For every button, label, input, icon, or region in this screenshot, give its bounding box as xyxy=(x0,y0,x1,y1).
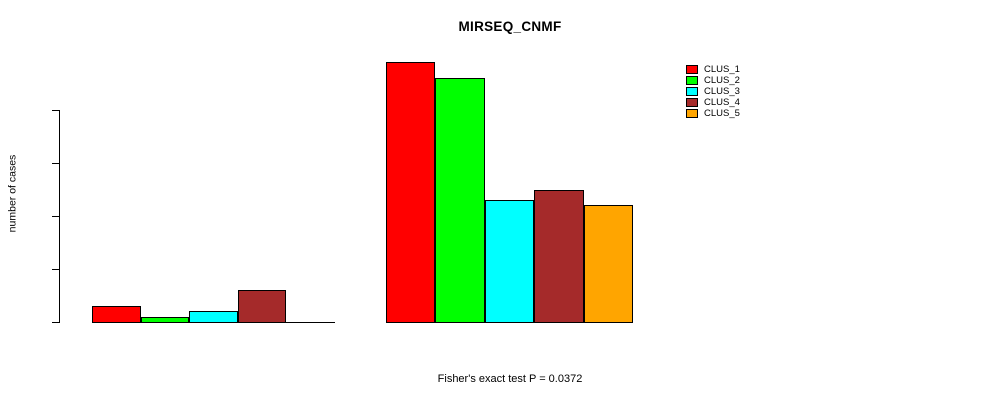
bar-value-label xyxy=(435,326,484,338)
y-axis-tick xyxy=(52,216,59,217)
group-baseline xyxy=(92,322,335,323)
bar-value-label xyxy=(386,326,435,338)
y-axis-tick-label xyxy=(34,310,46,334)
group-baseline xyxy=(386,322,633,323)
legend-label: CLUS_5 xyxy=(704,108,740,119)
legend: CLUS_1 CLUS_2 CLUS_3 CLUS_4 CLUS_5 xyxy=(686,64,740,119)
legend-row: CLUS_3 xyxy=(686,86,740,97)
bar-clus_3 xyxy=(484,200,535,323)
group-label xyxy=(366,344,653,358)
legend-row: CLUS_2 xyxy=(686,75,740,86)
bar-value-label xyxy=(485,326,534,338)
legend-label: CLUS_4 xyxy=(704,97,740,108)
bar-value-label xyxy=(92,326,141,338)
legend-label: CLUS_3 xyxy=(704,86,740,97)
legend-swatch-icon xyxy=(686,87,698,96)
bar-value-label xyxy=(238,326,287,338)
chart-title: MIRSEQ_CNMF xyxy=(458,19,562,34)
y-axis-tick-label xyxy=(34,257,46,281)
fisher-test-annotation: Fisher's exact test P = 0.0372 xyxy=(437,373,583,385)
legend-label: CLUS_1 xyxy=(704,64,740,75)
bar-clus_5 xyxy=(583,205,633,323)
y-axis-tick-label xyxy=(34,151,46,175)
y-axis-tick-label xyxy=(34,204,46,228)
bar-clus_2 xyxy=(435,78,485,323)
y-axis-tick xyxy=(52,322,59,323)
y-axis-tick xyxy=(52,163,59,164)
bar-value-label xyxy=(189,326,238,338)
legend-row: CLUS_4 xyxy=(686,97,740,108)
bar-clus_1 xyxy=(386,62,436,323)
bar-clus_4 xyxy=(534,189,584,323)
legend-swatch-icon xyxy=(686,76,698,85)
y-axis-tick-label xyxy=(34,98,46,122)
bar-value-label xyxy=(534,326,583,338)
legend-swatch-icon xyxy=(686,65,698,74)
legend-swatch-icon xyxy=(686,109,698,118)
bar-clus_4 xyxy=(237,290,287,323)
bar-clus_1 xyxy=(92,306,141,323)
bar-value-label xyxy=(141,326,190,338)
bar-value-label xyxy=(584,326,633,338)
group-label xyxy=(72,344,355,358)
legend-row: CLUS_1 xyxy=(686,64,740,75)
legend-row: CLUS_5 xyxy=(686,108,740,119)
y-axis-tick xyxy=(52,110,59,111)
legend-label: CLUS_2 xyxy=(704,75,740,86)
y-axis-line xyxy=(59,110,60,323)
y-axis-tick xyxy=(52,269,59,270)
legend-swatch-icon xyxy=(686,98,698,107)
